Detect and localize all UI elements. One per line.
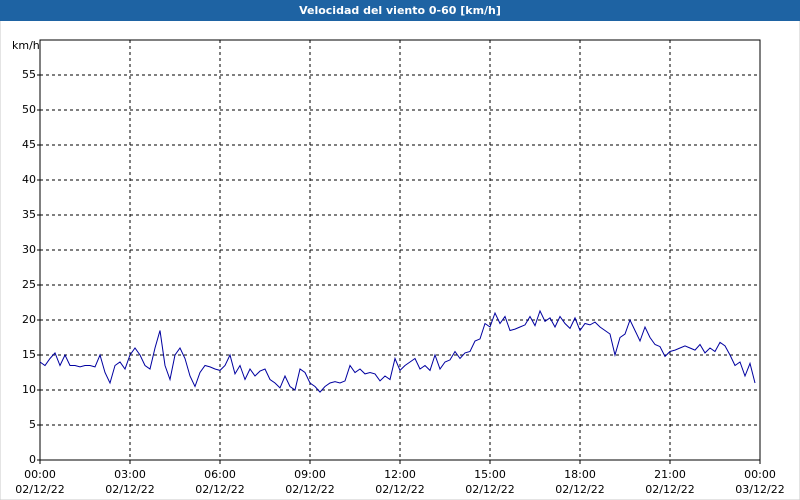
- y-tick-label: 25: [22, 278, 36, 291]
- x-tick-date: 02/12/22: [195, 483, 244, 496]
- y-tick-label: 55: [22, 68, 36, 81]
- y-tick-label: 35: [22, 208, 36, 221]
- y-tick-label: 20: [22, 313, 36, 326]
- x-tick-label: 15:00: [474, 468, 506, 481]
- y-tick-label: 10: [22, 383, 36, 396]
- x-tick-date: 03/12/22: [735, 483, 784, 496]
- x-tick-label: 21:00: [654, 468, 686, 481]
- x-tick-date: 02/12/22: [375, 483, 424, 496]
- y-tick-label: 5: [29, 418, 36, 431]
- x-tick-date: 02/12/22: [645, 483, 694, 496]
- x-tick-label: 12:00: [384, 468, 416, 481]
- y-tick-label: 0: [29, 453, 36, 466]
- line-series: [39, 309, 756, 393]
- y-tick-label: 50: [22, 103, 36, 116]
- y-tick-label: 45: [22, 138, 36, 151]
- x-tick-label: 06:00: [204, 468, 236, 481]
- y-tick-label: 30: [22, 243, 36, 256]
- x-tick-label: 09:00: [294, 468, 326, 481]
- x-tick-label: 00:00: [744, 468, 776, 481]
- title-bar: [0, 0, 800, 21]
- chart-title: Velocidad del viento 0-60 [km/h]: [299, 4, 501, 17]
- x-tick-date: 02/12/22: [465, 483, 514, 496]
- x-tick-date: 02/12/22: [15, 483, 64, 496]
- y-axis-label: km/h: [12, 39, 40, 52]
- x-tick-date: 02/12/22: [555, 483, 604, 496]
- x-tick-label: 03:00: [114, 468, 146, 481]
- y-tick-label: 40: [22, 173, 36, 186]
- y-tick-label: 15: [22, 348, 36, 361]
- x-tick-label: 00:00: [24, 468, 56, 481]
- x-tick-label: 18:00: [564, 468, 596, 481]
- x-tick-date: 02/12/22: [285, 483, 334, 496]
- x-tick-date: 02/12/22: [105, 483, 154, 496]
